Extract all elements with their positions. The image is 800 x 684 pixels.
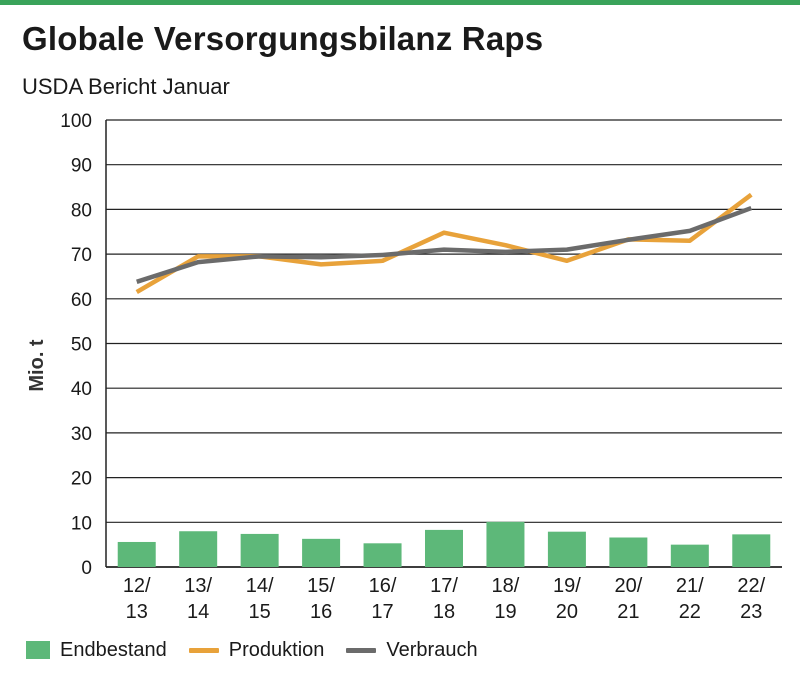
x-tick-label: 14 <box>187 601 209 623</box>
x-tick-label: 20 <box>556 601 578 623</box>
chart-subtitle: USDA Bericht Januar <box>22 74 230 99</box>
legend-label-produktion: Produktion <box>228 638 325 661</box>
bar-endbestand <box>240 533 279 567</box>
legend-swatch-endbestand <box>26 641 50 659</box>
bar-endbestand <box>425 529 463 567</box>
bar-endbestand <box>609 537 648 567</box>
y-tick-label: 10 <box>71 513 92 534</box>
x-tick-label: 15/ <box>307 575 335 597</box>
x-tick-label: 13/ <box>184 575 212 597</box>
x-tick-label: 22/ <box>737 575 765 597</box>
bar-endbestand <box>302 538 341 567</box>
x-tick-label: 20/ <box>614 575 642 597</box>
x-tick-label: 14/ <box>246 575 274 597</box>
line-verbrauch <box>136 205 753 284</box>
y-tick-label: 0 <box>81 558 92 579</box>
x-tick-label: 13 <box>126 601 148 623</box>
bar-endbestand <box>179 531 218 567</box>
bar-endbestand <box>732 534 771 567</box>
x-tick-label: 16/ <box>369 575 397 597</box>
bar-endbestand <box>363 543 402 567</box>
x-tick-label: 22 <box>679 601 701 623</box>
x-tick-label: 16 <box>310 601 332 623</box>
y-tick-label: 60 <box>71 290 92 311</box>
x-tick-label: 19 <box>494 601 516 623</box>
x-tick-label: 18/ <box>492 575 520 597</box>
y-tick-label: 80 <box>71 200 92 221</box>
y-tick-label: 40 <box>71 379 92 400</box>
y-axis-label: Mio. t <box>26 339 48 392</box>
legend-item-verbrauch: Verbrauch <box>346 638 478 662</box>
y-tick-label: 50 <box>71 335 92 356</box>
x-tick-label: 12/ <box>123 575 151 597</box>
x-tick-label: 17/ <box>430 575 458 597</box>
y-tick-label: 100 <box>60 111 92 132</box>
x-tick-label: 18 <box>433 601 455 623</box>
legend: Endbestand Produktion Verbrauch <box>26 638 500 662</box>
x-tick-label: 21/ <box>676 575 704 597</box>
bar-endbestand <box>117 541 156 567</box>
x-tick-label: 15 <box>249 601 271 623</box>
legend-label-verbrauch: Verbrauch <box>386 638 478 661</box>
legend-swatch-produktion <box>188 647 219 653</box>
y-tick-label: 90 <box>71 156 92 177</box>
x-tick-label: 23 <box>740 601 762 623</box>
x-tick-label: 19/ <box>553 575 581 597</box>
y-tick-label: 20 <box>71 469 92 490</box>
x-tick-label: 21 <box>617 601 639 623</box>
bar-endbestand <box>670 544 709 567</box>
legend-swatch-verbrauch <box>346 647 377 653</box>
x-tick-label: 17 <box>371 601 393 623</box>
y-tick-label: 70 <box>71 245 92 266</box>
legend-item-endbestand: Endbestand <box>26 639 167 662</box>
legend-label-endbestand: Endbestand <box>60 638 167 661</box>
bar-endbestand <box>547 531 586 567</box>
y-tick-label: 30 <box>71 424 92 445</box>
legend-item-produktion: Produktion <box>188 638 325 662</box>
chart-title: Globale Versorgungsbilanz Raps <box>22 20 544 57</box>
top-accent-bar <box>0 0 800 5</box>
bar-endbestand <box>486 521 525 567</box>
